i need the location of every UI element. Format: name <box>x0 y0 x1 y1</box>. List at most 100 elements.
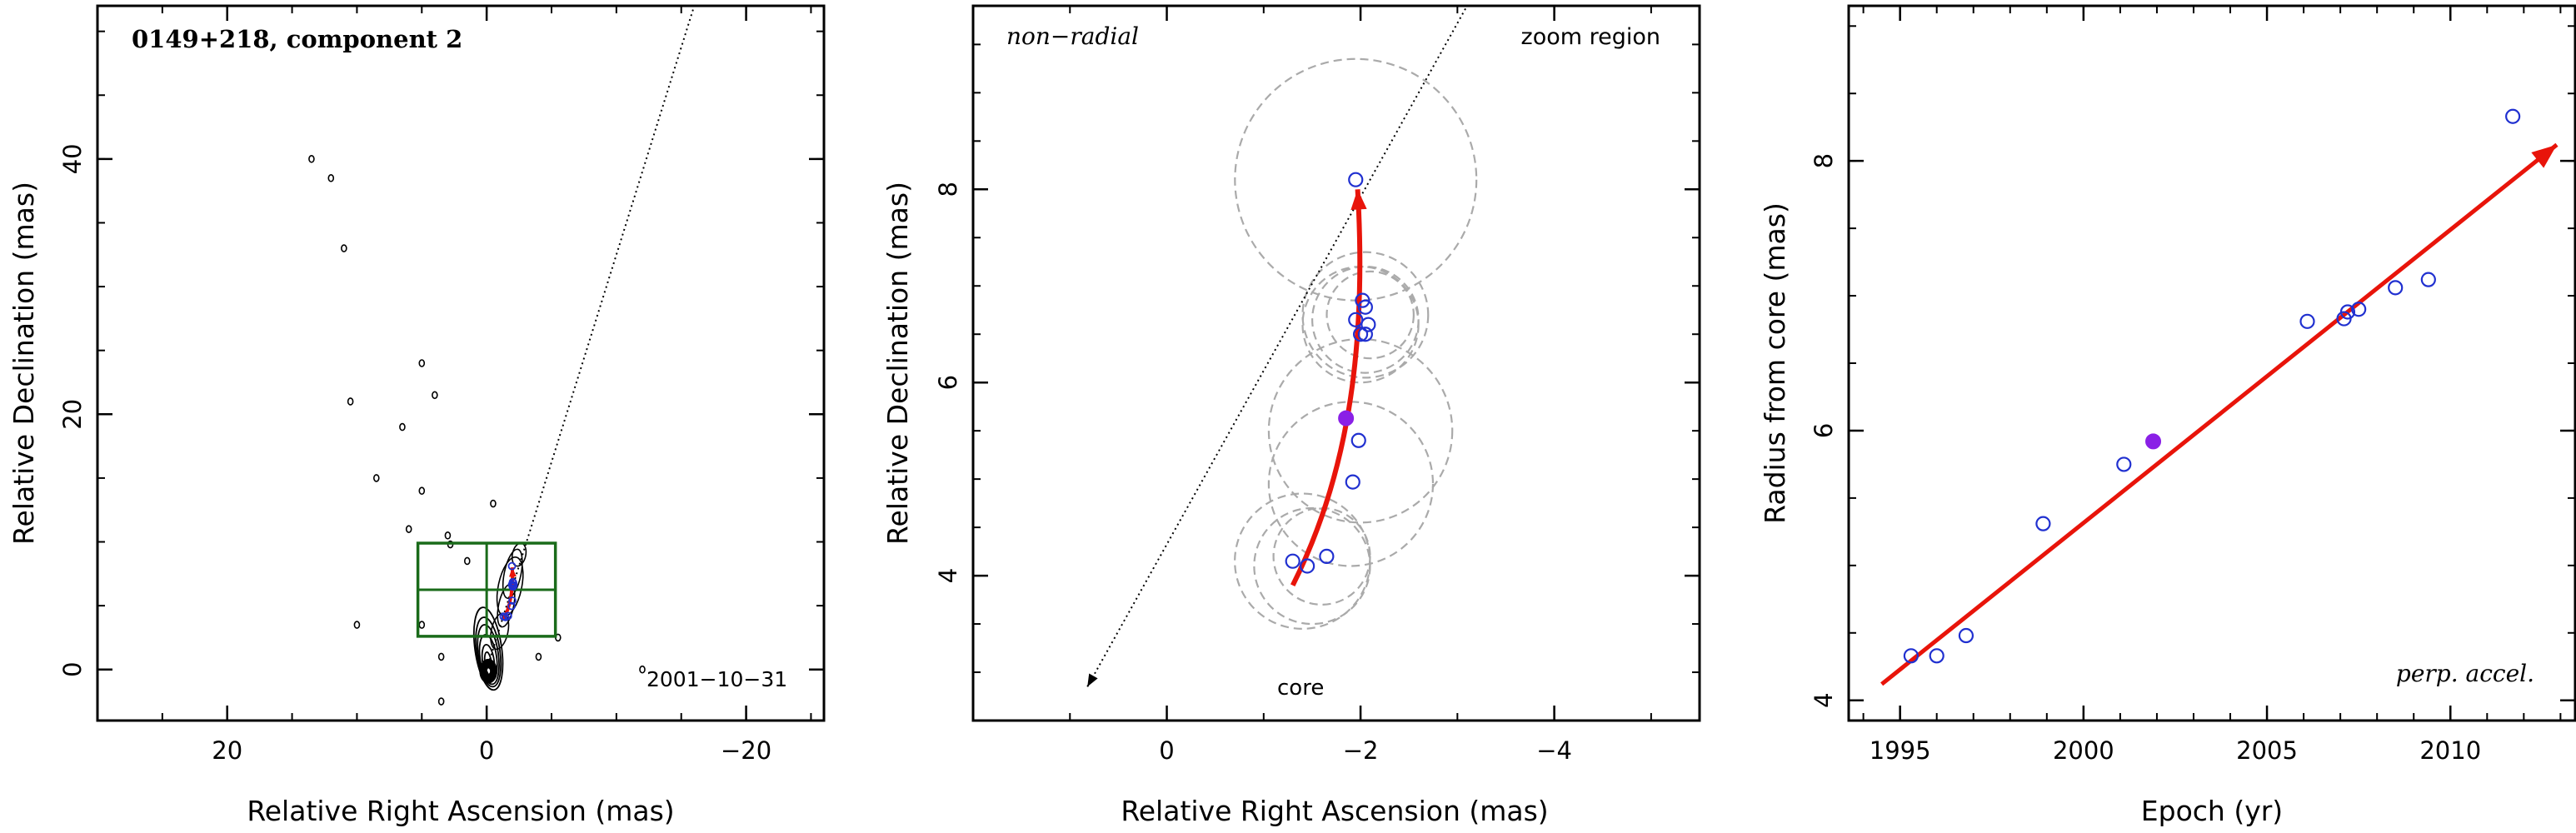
position-point <box>1357 327 1373 342</box>
contour-island <box>437 697 445 706</box>
panel-left-xtick-label: 0 <box>479 736 494 765</box>
radius-point <box>2351 302 2367 317</box>
mini-point <box>507 601 516 611</box>
position-point <box>1348 172 1364 187</box>
epoch-label: 2001−10−31 <box>646 667 787 691</box>
contour-island <box>341 244 347 252</box>
contour-island <box>437 652 445 661</box>
mini-track-arrowhead <box>509 567 517 577</box>
mini-point <box>507 580 517 589</box>
contour-island <box>353 621 361 629</box>
panel-middle-ytick-label: 4 <box>934 568 962 583</box>
panel-right-xtick-label: 2010 <box>2419 736 2481 765</box>
radius-point <box>2299 313 2315 329</box>
error-circle <box>1267 401 1435 567</box>
core-label: core <box>1277 676 1324 701</box>
position-point <box>1357 299 1373 315</box>
panel-right-ytick-label: 8 <box>1810 153 1838 168</box>
panel-middle-xtick-label: 0 <box>1159 736 1174 765</box>
zoom-region-label: zoom region <box>1521 24 1660 50</box>
radius-point <box>2388 280 2404 296</box>
panel-right-xtick-label: 2005 <box>2236 736 2298 765</box>
panel-right: perp. accel. Epoch (yr) Radius from core… <box>1759 4 2576 827</box>
mini-point <box>499 612 508 621</box>
non-radial-label: non−radial <box>1006 22 1139 50</box>
panel-right-xtick-label: 2000 <box>2053 736 2114 765</box>
jet-axis-line <box>486 5 696 671</box>
fit-line-arrowhead <box>2531 144 2557 168</box>
radius-point <box>1929 648 1944 664</box>
panel-middle-xtick-label: −2 <box>1343 736 1379 765</box>
error-circle <box>1325 270 1415 360</box>
panel-left-title: 0149+218, component 2 <box>132 25 462 53</box>
radius-point <box>2035 516 2051 531</box>
contour-island <box>372 474 380 482</box>
radius-point <box>2116 456 2132 472</box>
panel-left-frame <box>96 4 826 722</box>
trajectory <box>1290 189 1363 587</box>
perp-accel-label: perp. accel. <box>2396 660 2534 687</box>
radius-point <box>2505 108 2521 124</box>
radius-point <box>2420 272 2436 287</box>
panel-middle-xtick-label: −4 <box>1536 736 1572 765</box>
position-point <box>1300 558 1315 574</box>
contour-island <box>418 486 426 496</box>
contour-island <box>399 422 406 431</box>
position-point <box>1360 317 1376 332</box>
contour-island <box>535 652 542 661</box>
jet-contour <box>502 548 523 600</box>
panel-right-ytick-label: 4 <box>1810 692 1838 707</box>
jet-axis-line <box>1086 5 1468 687</box>
radius-point <box>2339 304 2356 320</box>
position-point <box>1355 292 1370 308</box>
panel-left: 0149+218, component 2 2001−10−31 Relativ… <box>7 4 826 827</box>
mini-point <box>508 596 517 605</box>
panel-left-xtick-label: −20 <box>721 736 771 765</box>
highlight-point <box>2145 433 2162 450</box>
contour-island <box>432 391 438 400</box>
panel-middle-ytick-label: 6 <box>934 375 962 390</box>
error-circle <box>1272 506 1371 606</box>
contour-island <box>308 155 315 163</box>
contour-island <box>347 397 354 406</box>
panel-right-ytick-label: 6 <box>1810 423 1838 438</box>
contour-island <box>463 556 471 566</box>
contour-island <box>639 665 646 674</box>
panel-left-ytick-label: 20 <box>58 399 87 430</box>
radius-point <box>1903 648 1919 664</box>
panel-left-xtick-label: 20 <box>212 736 242 765</box>
error-circle <box>1301 251 1430 379</box>
position-point <box>1345 474 1360 490</box>
error-circle <box>1267 337 1454 524</box>
panel-right-xlabel: Epoch (yr) <box>2141 795 2283 827</box>
radius-point <box>1958 627 1974 644</box>
panel-left-ytick-label: 0 <box>58 661 87 676</box>
contour-island <box>418 359 426 367</box>
panel-left-ytick-label: 40 <box>58 143 87 174</box>
panel-right-frame <box>1847 4 2576 722</box>
highlight-point <box>1338 410 1355 426</box>
contour-island <box>444 531 452 540</box>
panel-right-ylabel: Radius from core (mas) <box>1759 202 1791 524</box>
contour-island <box>418 621 426 629</box>
panel-right-xtick-label: 1995 <box>1870 736 1931 765</box>
core-contour-inner <box>485 666 492 676</box>
panel-middle-frame <box>971 4 1701 722</box>
panel-middle: non−radial zoom region core Relative Rig… <box>881 4 1701 827</box>
panel-middle-ytick-label: 8 <box>934 182 962 197</box>
position-point <box>1319 548 1335 564</box>
contour-island <box>327 174 335 182</box>
contour-island <box>490 499 497 508</box>
panel-left-ylabel: Relative Declination (mas) <box>7 182 40 545</box>
panel-middle-xlabel: Relative Right Ascension (mas) <box>1121 795 1548 827</box>
contour-island <box>405 525 412 533</box>
trajectory-arrowhead <box>1350 189 1367 210</box>
mini-point <box>507 561 517 571</box>
position-point <box>1350 432 1366 448</box>
fit-line <box>1880 142 2559 686</box>
error-circle <box>1234 57 1478 302</box>
error-circle <box>1311 265 1420 374</box>
position-point <box>1285 553 1300 569</box>
position-point <box>1348 312 1364 327</box>
